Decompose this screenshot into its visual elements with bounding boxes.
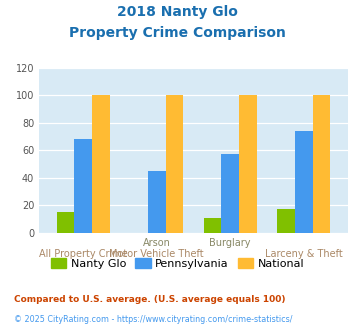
- Bar: [165, 95, 183, 233]
- Bar: [92, 95, 110, 233]
- Text: Arson: Arson: [143, 238, 171, 248]
- Bar: [74, 139, 92, 233]
- Text: All Property Crime: All Property Crime: [39, 249, 127, 259]
- Bar: [222, 154, 239, 233]
- Text: Property Crime Comparison: Property Crime Comparison: [69, 26, 286, 40]
- Text: Motor Vehicle Theft: Motor Vehicle Theft: [109, 249, 204, 259]
- Bar: [277, 209, 295, 233]
- Bar: [239, 95, 257, 233]
- Bar: [57, 212, 74, 233]
- Bar: [204, 217, 222, 233]
- Text: 2018 Nanty Glo: 2018 Nanty Glo: [117, 5, 238, 19]
- Text: Burglary: Burglary: [209, 238, 251, 248]
- Bar: [148, 171, 165, 233]
- Legend: Nanty Glo, Pennsylvania, National: Nanty Glo, Pennsylvania, National: [47, 254, 308, 273]
- Text: © 2025 CityRating.com - https://www.cityrating.com/crime-statistics/: © 2025 CityRating.com - https://www.city…: [14, 315, 293, 324]
- Bar: [295, 131, 313, 233]
- Bar: [313, 95, 330, 233]
- Text: Larceny & Theft: Larceny & Theft: [265, 249, 343, 259]
- Text: Compared to U.S. average. (U.S. average equals 100): Compared to U.S. average. (U.S. average …: [14, 295, 286, 304]
